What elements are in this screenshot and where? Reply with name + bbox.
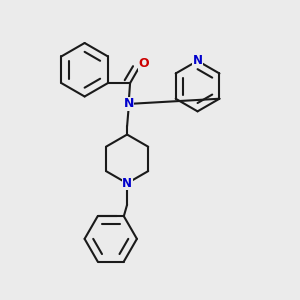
Text: N: N <box>122 177 132 190</box>
Text: N: N <box>123 98 134 110</box>
Text: O: O <box>139 57 149 70</box>
Text: N: N <box>193 54 202 67</box>
